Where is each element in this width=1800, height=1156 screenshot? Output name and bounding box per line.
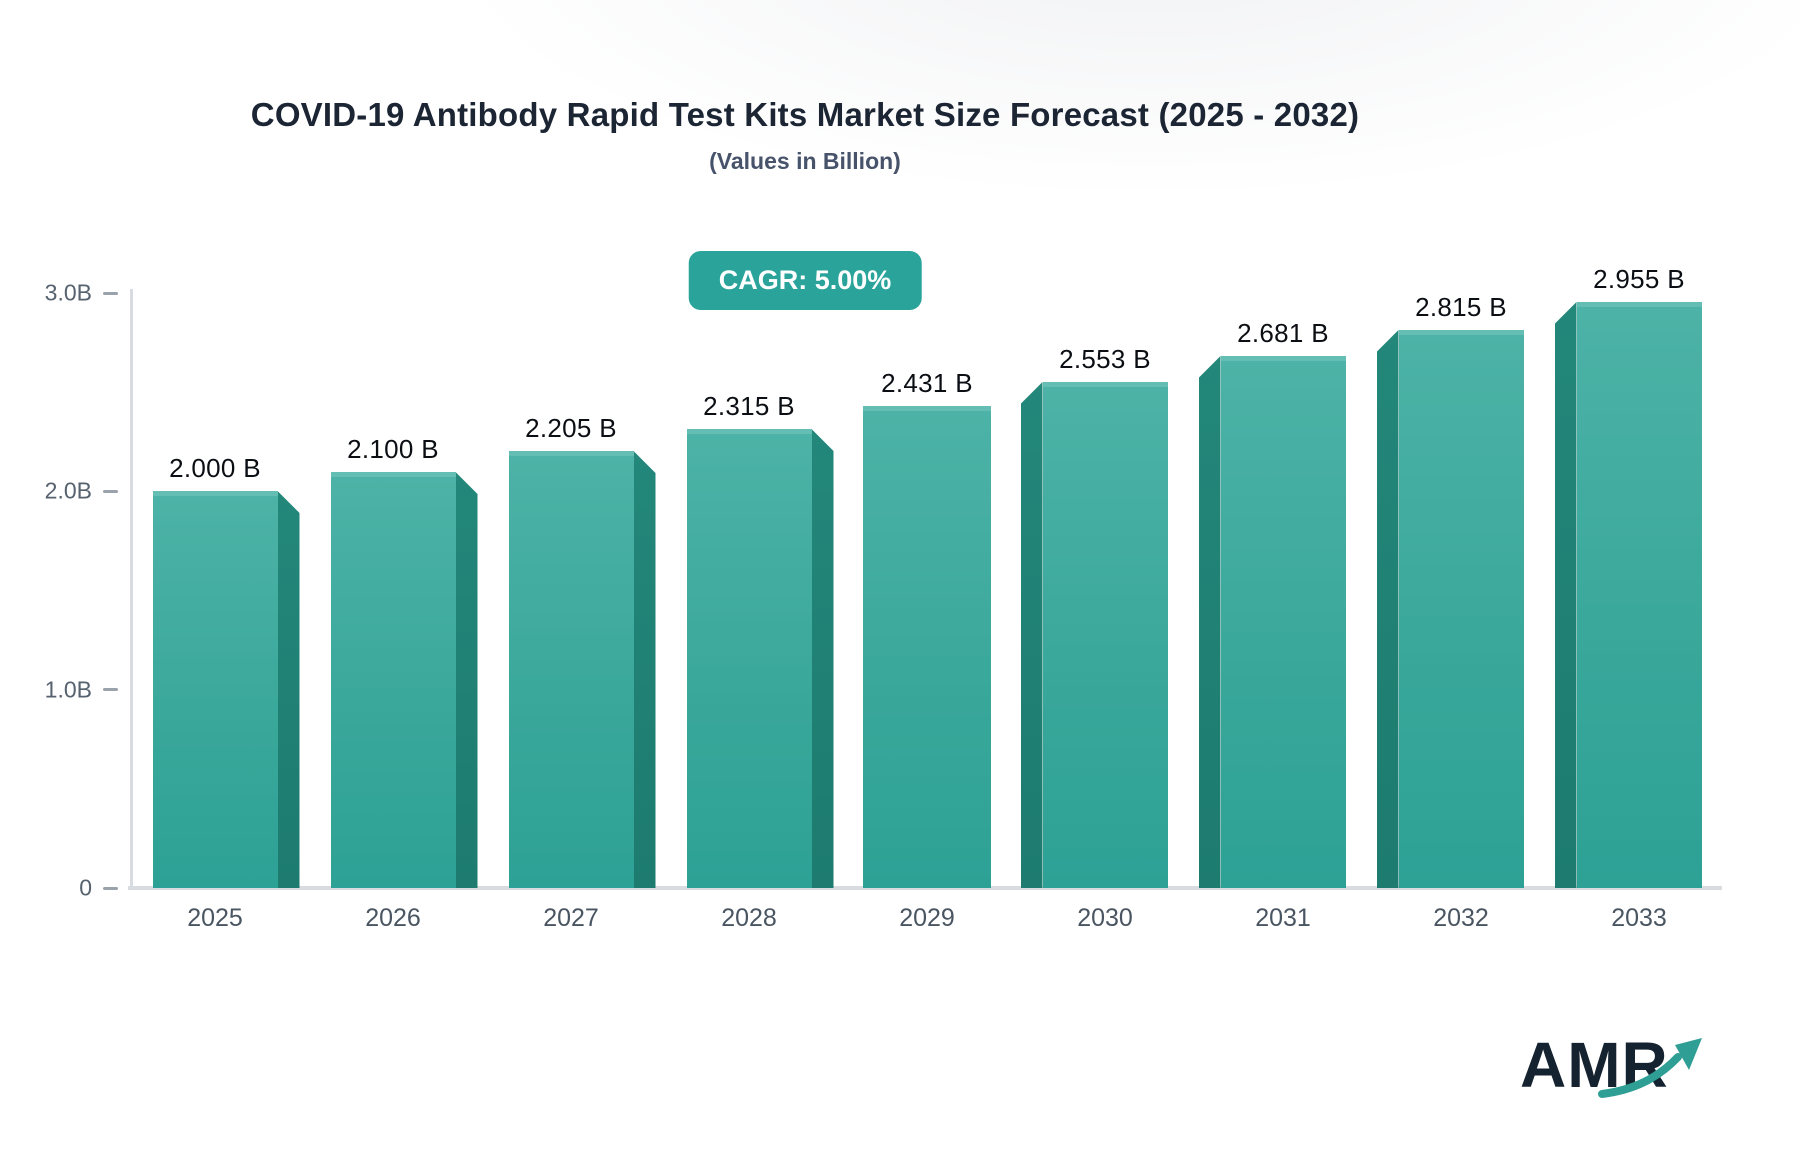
bar-value-label: 2.553 B: [1059, 344, 1151, 374]
bar-value-label: 2.100 B: [347, 434, 439, 464]
bar: [686, 429, 812, 888]
bar-value-label: 2.815 B: [1415, 292, 1507, 322]
bar: [1042, 382, 1168, 888]
y-tick-label: 3.0B: [44, 279, 92, 306]
amr-logo: AMR: [1520, 1028, 1730, 1118]
bar-side-face: [277, 491, 300, 888]
bar-side-face: [455, 472, 478, 888]
bar-value-label: 2.431 B: [881, 368, 973, 398]
bar-value-label: 2.955 B: [1593, 264, 1685, 294]
y-tick-dash: [103, 886, 118, 890]
bar: [1220, 356, 1346, 888]
y-tick-label: 1.0B: [44, 676, 92, 703]
bar-side-face: [1198, 356, 1221, 888]
bar-side-face: [1020, 382, 1043, 888]
bar-value-label: 2.205 B: [525, 413, 617, 443]
bar: [330, 472, 456, 888]
x-axis-label: 2026: [365, 904, 421, 932]
x-axis-label: 2030: [1077, 904, 1133, 932]
bar-side-face: [633, 451, 656, 888]
bar-side-face: [811, 429, 834, 888]
x-axis-label: 2028: [721, 904, 777, 932]
bar-value-label: 2.315 B: [703, 391, 795, 421]
chart-title: COVID-19 Antibody Rapid Test Kits Market…: [250, 96, 1360, 133]
bar: [1576, 302, 1702, 888]
x-axis-line: [128, 886, 1722, 890]
bar: [863, 406, 991, 888]
bar: [1398, 330, 1524, 888]
x-axis-label: 2027: [543, 904, 599, 932]
bar-value-label: 2.000 B: [169, 453, 261, 483]
x-axis-label: 2029: [899, 904, 955, 932]
y-tick-label: 2.0B: [44, 477, 92, 504]
growth-arrow-icon: [1598, 1038, 1702, 1098]
y-tick-dash: [103, 291, 118, 295]
y-axis-line: [130, 289, 133, 888]
bar: [152, 491, 278, 888]
y-tick-label: 0: [79, 874, 92, 901]
y-tick-dash: [103, 489, 118, 493]
x-axis-label: 2031: [1255, 904, 1311, 932]
x-axis-label: 2032: [1433, 904, 1489, 932]
bar-side-face: [1554, 302, 1577, 888]
bar: [508, 451, 634, 888]
bar-side-face: [1376, 330, 1399, 888]
chart-subtitle: (Values in Billion): [709, 148, 901, 174]
cagr-badge: CAGR: 5.00%: [688, 251, 922, 310]
y-tick-dash: [103, 688, 118, 692]
x-axis-label: 2025: [187, 904, 243, 932]
x-axis-label: 2033: [1611, 904, 1667, 932]
bar-value-label: 2.681 B: [1237, 318, 1329, 348]
amr-logo-text: AMR: [1520, 1029, 1669, 1101]
